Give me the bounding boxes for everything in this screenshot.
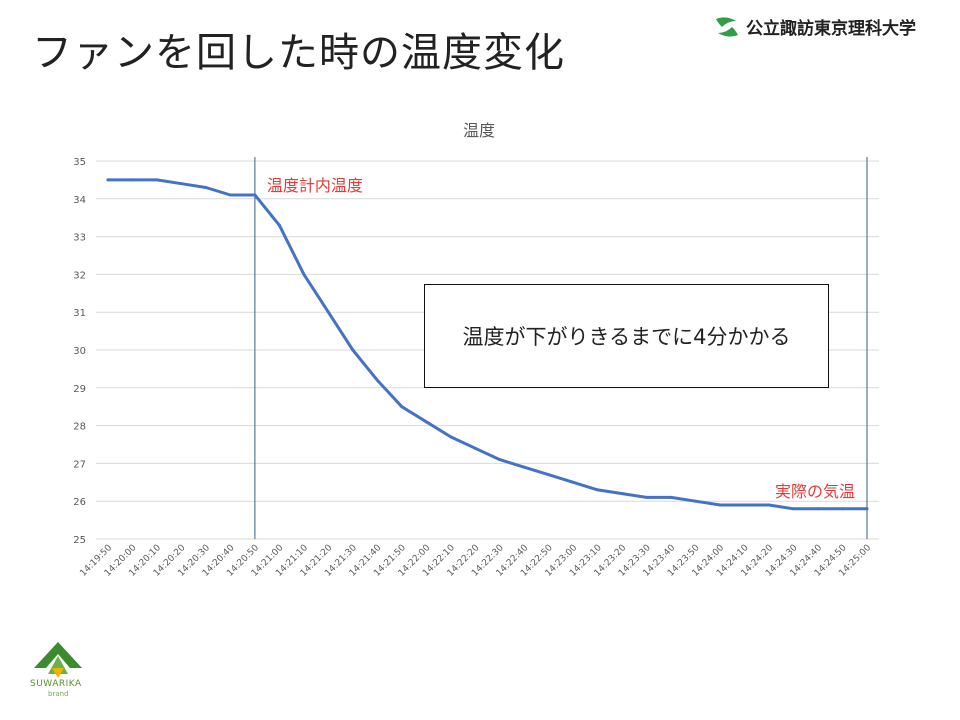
data-point: [865, 507, 869, 511]
y-tick-label: 30: [73, 346, 86, 357]
data-point: [179, 182, 183, 186]
university-name: 公立諏訪東京理科大学: [746, 19, 916, 39]
data-point: [620, 492, 624, 496]
callout-text: 温度が下がりきるまでに4分かかる: [462, 325, 791, 349]
data-point: [669, 495, 673, 499]
annotation-actual: 実際の気温: [775, 482, 855, 501]
suwarika-logo-icon: [34, 642, 82, 678]
data-point: [596, 488, 600, 492]
brand-text: SUWARIKA: [30, 679, 82, 689]
chart-title: 温度: [463, 121, 495, 140]
data-point: [767, 503, 771, 507]
slide-title: ファンを回した時の温度変化: [32, 30, 565, 76]
data-point: [498, 458, 502, 462]
data-point: [645, 495, 649, 499]
y-tick-label: 35: [73, 157, 86, 168]
y-tick-label: 32: [73, 270, 86, 281]
data-point: [792, 507, 796, 511]
data-point: [130, 178, 134, 182]
y-tick-label: 29: [73, 384, 86, 395]
data-point: [302, 272, 306, 276]
university-emblem-icon: [716, 16, 738, 37]
data-point: [351, 348, 355, 352]
data-point: [743, 503, 747, 507]
data-point: [816, 507, 820, 511]
series-line: [106, 178, 869, 511]
data-point: [522, 465, 526, 469]
data-point: [155, 178, 159, 182]
data-point: [841, 507, 845, 511]
data-point: [375, 378, 379, 382]
brand-subtext: brand: [48, 690, 69, 698]
data-point: [547, 473, 551, 477]
y-tick-label: 27: [73, 459, 86, 470]
data-point: [473, 446, 477, 450]
annotation-thermometer: 温度計内温度: [267, 176, 363, 195]
y-tick-label: 34: [73, 195, 86, 206]
data-point: [571, 480, 575, 484]
y-tick-label: 28: [73, 422, 86, 433]
data-point: [449, 435, 453, 439]
data-point: [694, 499, 698, 503]
data-point: [400, 405, 404, 409]
data-point: [424, 420, 428, 424]
data-point: [326, 310, 330, 314]
y-tick-label: 33: [73, 233, 86, 244]
university-logo: 公立諏訪東京理科大学: [714, 14, 916, 39]
y-tick-label: 25: [73, 535, 86, 546]
data-point: [718, 503, 722, 507]
data-point: [277, 223, 281, 227]
data-point: [228, 193, 232, 197]
y-tick-label: 31: [73, 308, 86, 319]
callout-box: 温度が下がりきるまでに4分かかる: [424, 284, 829, 388]
data-point: [204, 185, 208, 189]
data-point: [106, 178, 110, 182]
data-point: [253, 193, 257, 197]
y-tick-label: 26: [73, 497, 86, 508]
